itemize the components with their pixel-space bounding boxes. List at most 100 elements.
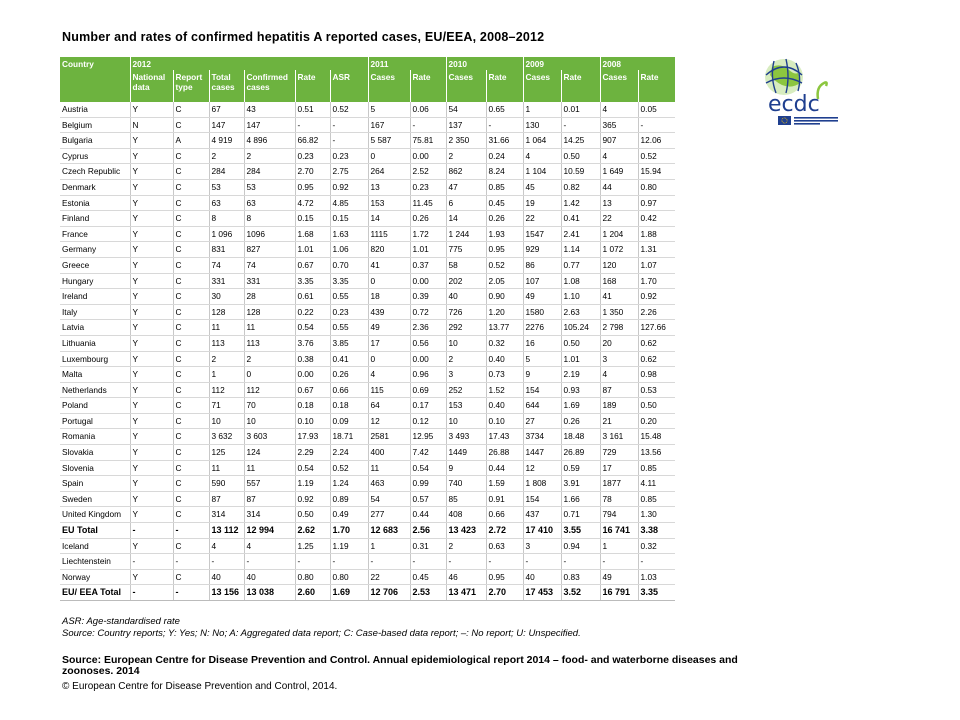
value-cell: C (172, 288, 209, 305)
value-cell: 13.77 (485, 319, 524, 336)
value-cell: 66.82 (294, 132, 330, 149)
country-cell: Denmark (60, 179, 130, 196)
value-cell: C (172, 148, 209, 165)
value-cell: 27 (522, 413, 562, 430)
value-cell: 12 683 (367, 522, 411, 539)
value-cell: 0.05 (637, 102, 676, 118)
value-cell: 22 (522, 210, 562, 227)
country-cell: Bulgaria (60, 132, 130, 149)
value-cell: 4.11 (637, 475, 676, 492)
value-cell: 0.20 (637, 413, 676, 430)
value-cell: 0.37 (409, 257, 447, 274)
value-cell: 0.32 (485, 335, 524, 352)
value-cell: 314 (208, 506, 244, 524)
value-cell: 153 (367, 195, 411, 212)
value-cell: 19 (522, 195, 562, 212)
copyright: © European Centre for Disease Prevention… (62, 681, 338, 692)
value-cell: 463 (367, 475, 411, 492)
table-row: Slovenia Y C 11 11 0.54 0.52 11 0.54 9 0.44 12 0.59 1… (60, 460, 676, 477)
value-cell: 17.43 (485, 428, 524, 446)
value-cell: Y (129, 273, 173, 290)
value-cell: 3.52 (560, 584, 601, 601)
value-cell: 0.23 (409, 179, 447, 196)
value-cell: 43 (243, 102, 295, 118)
value-cell: Y (129, 226, 173, 243)
value-cell: 147 (208, 117, 244, 134)
table-row: Latvia Y C 11 11 0.54 0.55 49 2.36 292 13.77 2276 10… (60, 319, 676, 336)
value-cell: A (172, 132, 209, 149)
value-cell: 0.39 (409, 288, 447, 305)
value-cell: 45 (522, 179, 562, 196)
value-cell: C (172, 382, 209, 399)
value-cell: 2.52 (409, 163, 447, 180)
value-cell: C (172, 179, 209, 196)
value-cell: 16 791 (599, 584, 639, 601)
value-cell: 1 649 (599, 163, 639, 180)
value-cell: 44 (599, 179, 639, 196)
legend-note: Source: Country reports; Y: Yes; N: No; … (62, 628, 581, 639)
value-cell: 1.70 (637, 273, 676, 290)
country-cell: Slovenia (60, 460, 130, 477)
value-cell: 284 (208, 163, 244, 180)
value-cell: 0.53 (637, 382, 676, 399)
value-cell: 1 064 (522, 132, 562, 149)
header-year-2011: 2011 (367, 57, 447, 70)
value-cell: 0.77 (560, 257, 601, 274)
value-cell: 2.29 (294, 444, 330, 461)
value-cell: Y (129, 397, 173, 414)
value-cell: 2.60 (294, 584, 330, 601)
value-cell: Y (129, 475, 173, 492)
value-cell: 0.00 (294, 366, 330, 383)
value-cell: C (172, 273, 209, 290)
value-cell: 0.38 (294, 351, 330, 368)
value-cell: Y (129, 366, 173, 383)
value-cell: 1.14 (560, 241, 601, 258)
header-sub-cases: Cases (445, 70, 487, 102)
value-cell: 0 (367, 351, 411, 368)
value-cell: 3 493 (445, 428, 487, 446)
value-cell: 4.85 (329, 195, 369, 212)
table-row: France Y C 1 096 1096 1.68 1.63 1115 1.72 1 244 1.… (60, 226, 676, 243)
value-cell: Y (129, 428, 173, 446)
value-cell: 54 (445, 102, 487, 118)
value-cell: 1096 (243, 226, 295, 243)
value-cell: 277 (367, 506, 411, 524)
value-cell: 10 (445, 335, 487, 352)
value-cell: 41 (367, 257, 411, 274)
value-cell: 75.81 (409, 132, 447, 149)
country-cell: Slovakia (60, 444, 130, 461)
value-cell: - (409, 553, 447, 570)
value-cell: 0.62 (637, 351, 676, 368)
value-cell: 124 (243, 444, 295, 461)
value-cell: 17 (367, 335, 411, 352)
value-cell: 3 (445, 366, 487, 383)
value-cell: 0.80 (294, 569, 330, 586)
value-cell: 28 (243, 288, 295, 305)
value-cell: 85 (445, 491, 487, 508)
value-cell: 0.52 (485, 257, 524, 274)
value-cell: C (172, 210, 209, 227)
value-cell: 365 (599, 117, 639, 134)
value-cell: - (172, 553, 209, 570)
value-cell: 74 (243, 257, 295, 274)
value-cell: 11 (208, 319, 244, 336)
value-cell: 439 (367, 304, 411, 321)
value-cell: Y (129, 413, 173, 430)
value-cell: 0.55 (329, 319, 369, 336)
value-cell: 0.56 (409, 335, 447, 352)
value-cell: 1.01 (560, 351, 601, 368)
value-cell: 54 (367, 491, 411, 508)
value-cell: 3.76 (294, 335, 330, 352)
value-cell: 10 (208, 413, 244, 430)
value-cell: 0.95 (485, 241, 524, 258)
value-cell: 907 (599, 132, 639, 149)
value-cell: Y (129, 163, 173, 180)
table-row: Hungary Y C 331 331 3.35 3.35 0 0.00 202 2.05 107 1.… (60, 273, 676, 290)
value-cell: 3.55 (560, 522, 601, 539)
value-cell: 0.10 (294, 413, 330, 430)
value-cell: 70 (243, 397, 295, 414)
value-cell: - (367, 553, 411, 570)
value-cell: 113 (208, 335, 244, 352)
value-cell: 3.35 (294, 273, 330, 290)
value-cell: 0.24 (485, 148, 524, 165)
